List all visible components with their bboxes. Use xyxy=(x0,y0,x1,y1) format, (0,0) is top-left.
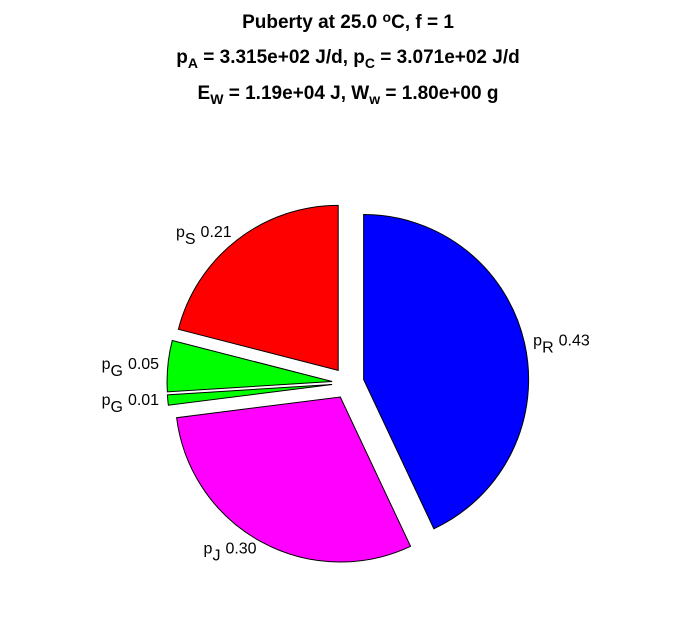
label-subscript: G xyxy=(110,363,122,380)
title-segment: w xyxy=(368,91,380,107)
title-segment: p xyxy=(176,47,188,68)
slice-label: pG 0.05 xyxy=(102,356,160,379)
title-segment: C, f = 1 xyxy=(391,12,454,33)
title-line: pA = 3.315e+02 J/d, pC = 3.071e+02 J/d xyxy=(176,47,519,71)
title-segment: = 3.315e+02 J/d, p xyxy=(198,47,365,68)
title-line: Puberty at 25.0 oC, f = 1 xyxy=(242,9,454,33)
slice-label: pJ 0.30 xyxy=(204,540,257,563)
label-symbol: p xyxy=(102,392,111,409)
title-segment: W xyxy=(210,91,224,107)
label-symbol: p xyxy=(176,224,185,241)
pie-slice xyxy=(176,396,412,563)
title-segment: A xyxy=(188,55,198,71)
label-subscript: G xyxy=(110,398,122,415)
label-value: 0.43 xyxy=(559,333,590,350)
label-value: 0.05 xyxy=(128,356,159,373)
label-value: 0.01 xyxy=(128,392,159,409)
label-subscript: R xyxy=(542,339,554,356)
label-subscript: S xyxy=(185,231,196,248)
title-line: EW = 1.19e+04 J, Ww = 1.80e+00 g xyxy=(198,83,499,107)
label-symbol: p xyxy=(533,333,542,350)
label-symbol: p xyxy=(102,356,111,373)
label-symbol: p xyxy=(204,540,213,557)
title-segment: Puberty at 25.0 xyxy=(242,12,382,33)
pie-slice xyxy=(363,214,530,530)
label-value: 0.21 xyxy=(201,224,232,241)
slice-label: pS 0.21 xyxy=(176,224,232,247)
title-segment: = 1.19e+04 J, W xyxy=(223,83,369,104)
slice-label: pG 0.01 xyxy=(102,392,160,415)
title-segment: = 1.80e+00 g xyxy=(380,83,498,104)
title-segment: = 3.071e+02 J/d xyxy=(375,47,520,68)
label-value: 0.30 xyxy=(225,540,256,557)
title-segment: o xyxy=(383,9,392,25)
label-subscript: J xyxy=(212,547,220,564)
pie-slice xyxy=(177,204,339,372)
title-segment: E xyxy=(198,83,211,104)
pie-slice xyxy=(166,384,333,406)
pie-slice xyxy=(166,339,333,393)
slice-label: pR 0.43 xyxy=(533,333,590,356)
title-segment: C xyxy=(365,55,375,71)
